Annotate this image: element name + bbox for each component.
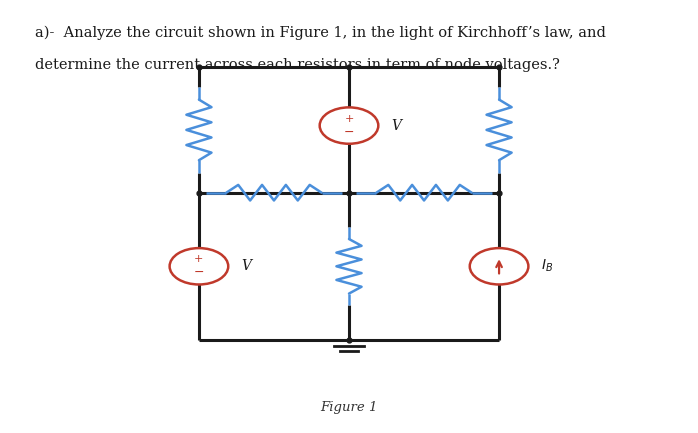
Text: V: V: [241, 259, 251, 273]
Text: Figure 1: Figure 1: [320, 401, 378, 414]
Text: $I_B$: $I_B$: [541, 258, 553, 275]
Text: determine the current across each resistors in term of node voltages.?: determine the current across each resist…: [35, 58, 560, 72]
Text: +: +: [344, 113, 354, 124]
Text: −: −: [193, 266, 205, 279]
Text: V: V: [391, 119, 401, 132]
Text: +: +: [194, 254, 204, 265]
Text: −: −: [343, 126, 355, 139]
Text: a)-  Analyze the circuit shown in Figure 1, in the light of Kirchhoff’s law, and: a)- Analyze the circuit shown in Figure …: [35, 26, 606, 40]
